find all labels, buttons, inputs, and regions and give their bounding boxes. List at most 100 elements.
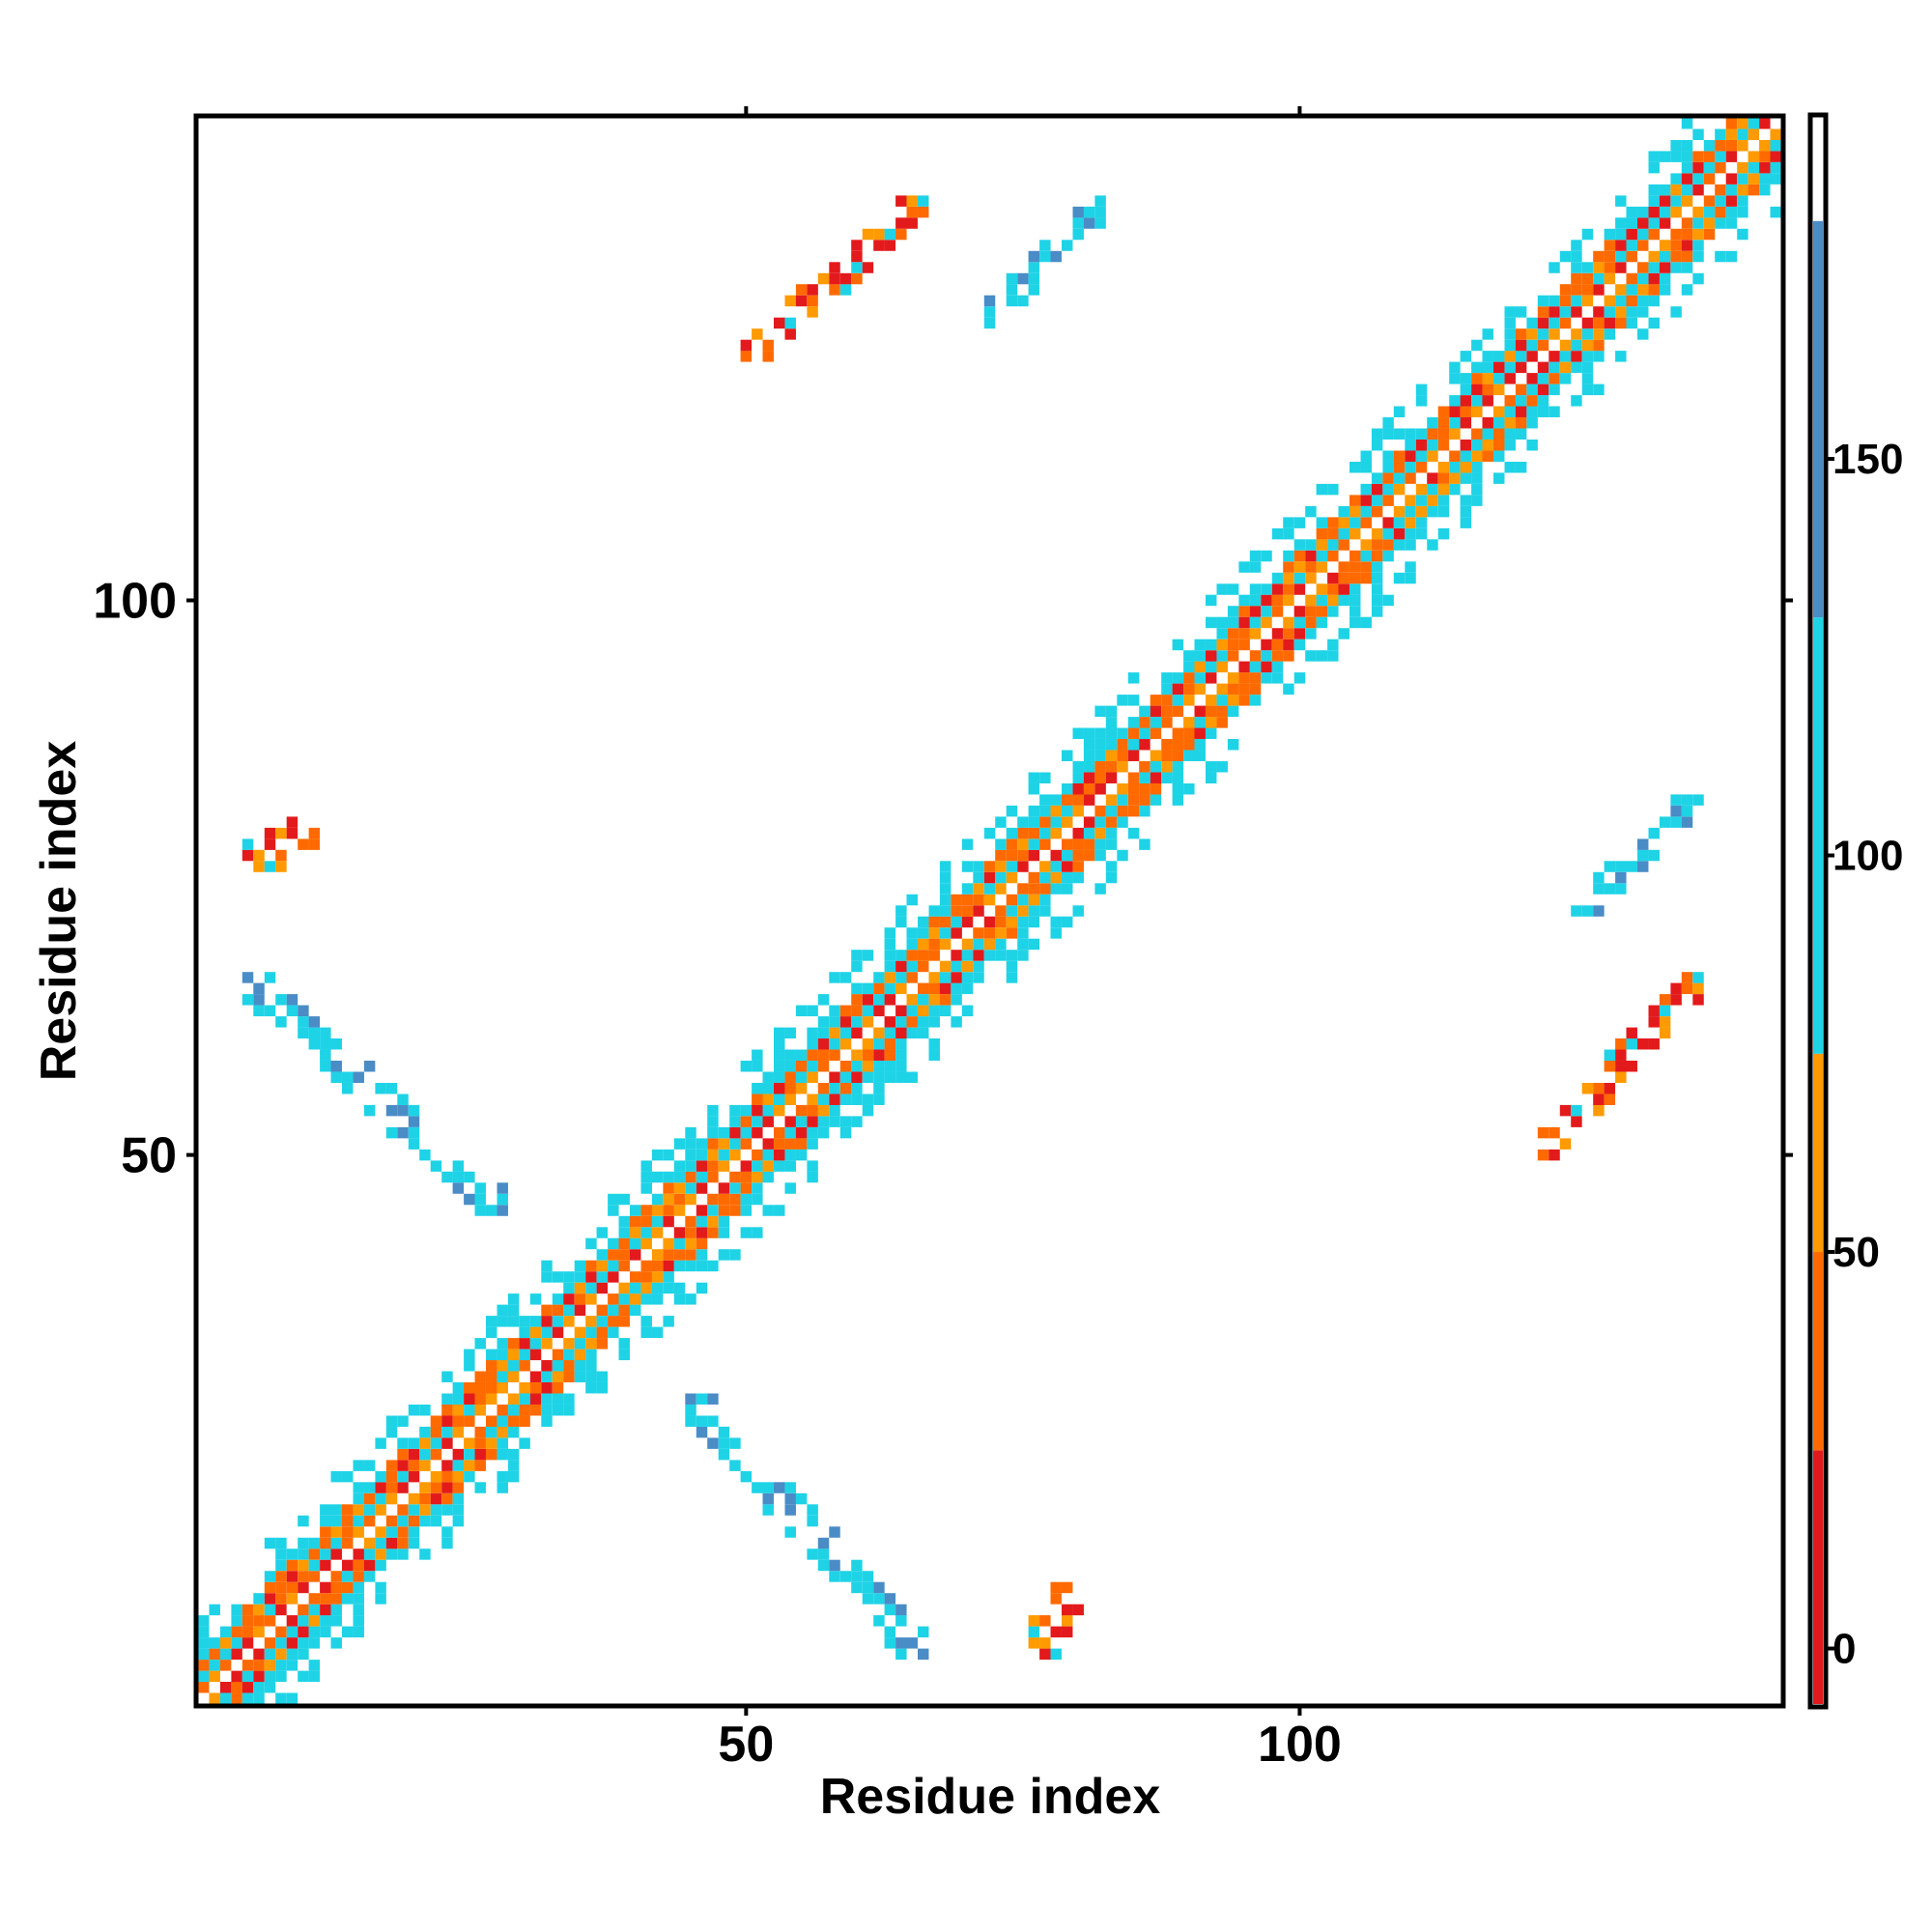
heatmap-cell: [308, 1016, 321, 1028]
heatmap-cell: [1371, 495, 1383, 506]
heatmap-cell: [1393, 450, 1406, 462]
heatmap-cell: [1327, 583, 1339, 595]
heatmap-cell: [1615, 195, 1627, 207]
heatmap-cell: [231, 1615, 242, 1627]
heatmap-cell: [1161, 750, 1173, 761]
heatmap-cell: [1571, 351, 1582, 362]
heatmap-cell: [718, 1437, 730, 1449]
heatmap-cell: [253, 1648, 265, 1661]
heatmap-cell: [1648, 250, 1660, 263]
heatmap-cell: [1062, 861, 1073, 872]
heatmap-cell: [1637, 861, 1649, 872]
heatmap-cell: [1393, 462, 1406, 473]
heatmap-cell: [1316, 539, 1328, 551]
x-tick-label: 100: [1258, 1717, 1342, 1773]
heatmap-cell: [795, 1061, 808, 1072]
heatmap-cell: [817, 1094, 830, 1105]
heatmap-cell: [1571, 395, 1582, 407]
heatmap-cell: [1692, 250, 1704, 263]
heatmap-cell: [1659, 1027, 1671, 1039]
heatmap-cell: [541, 1316, 553, 1327]
heatmap-cell: [1593, 871, 1605, 884]
heatmap-cell: [529, 1371, 542, 1382]
heatmap-cell: [807, 1038, 818, 1050]
heatmap-cell: [1537, 361, 1549, 374]
heatmap-cell: [829, 1083, 840, 1094]
heatmap-cell: [1670, 306, 1682, 318]
heatmap-cell: [1437, 440, 1450, 451]
heatmap-cell: [1249, 616, 1262, 629]
heatmap-cell: [1062, 1604, 1073, 1616]
heatmap-cell: [385, 1537, 398, 1549]
heatmap-cell: [1559, 339, 1572, 352]
heatmap-cell: [1028, 849, 1040, 862]
heatmap-cell: [1548, 262, 1560, 273]
heatmap-cell: [1504, 361, 1516, 374]
heatmap-cell: [1626, 206, 1637, 218]
heatmap-cell: [1094, 750, 1106, 761]
heatmap-cell: [408, 1116, 420, 1127]
heatmap-cell: [1405, 472, 1416, 484]
heatmap-cell: [961, 916, 974, 928]
heatmap-cell: [1681, 184, 1693, 196]
heatmap-cell: [618, 1215, 630, 1228]
heatmap-cell: [419, 1504, 431, 1516]
heatmap-cell: [1471, 406, 1483, 417]
heatmap-cell: [918, 938, 929, 951]
heatmap-cell: [1393, 517, 1406, 528]
heatmap-cell: [308, 1027, 321, 1039]
heatmap-cell: [1360, 483, 1372, 496]
heatmap-cell: [1371, 606, 1383, 617]
heatmap-cell: [1637, 306, 1649, 318]
heatmap-cell: [1062, 871, 1073, 884]
heatmap-cell: [1382, 594, 1394, 607]
heatmap-cell: [829, 1571, 840, 1582]
heatmap-cell: [541, 1415, 553, 1427]
heatmap-cell: [884, 1604, 896, 1616]
heatmap-cell: [762, 1094, 774, 1105]
heatmap-cell: [1692, 994, 1704, 1006]
heatmap-cell: [1504, 406, 1516, 417]
heatmap-cell: [408, 1515, 420, 1527]
heatmap-cell: [673, 1293, 686, 1305]
heatmap-cell: [873, 228, 885, 241]
heatmap-cell: [939, 871, 952, 884]
heatmap-cell: [1659, 1005, 1671, 1017]
heatmap-cell: [1206, 639, 1217, 651]
heatmap-cell: [585, 1349, 597, 1361]
heatmap-cell: [1039, 861, 1051, 872]
heatmap-cell: [1437, 527, 1450, 540]
heatmap-cell: [1261, 594, 1272, 607]
heatmap-cell: [552, 1271, 564, 1283]
heatmap-cell: [1571, 905, 1582, 917]
heatmap-cell: [1559, 1104, 1572, 1117]
heatmap-cell: [1338, 628, 1350, 639]
heatmap-cell: [375, 1559, 386, 1572]
heatmap-cell: [507, 1460, 520, 1471]
heatmap-cell: [552, 1293, 564, 1305]
heatmap-cell: [1615, 217, 1627, 229]
heatmap-cell: [519, 1326, 530, 1339]
heatmap-cell: [1227, 672, 1239, 684]
heatmap-cell: [198, 1648, 210, 1661]
heatmap-cell: [585, 1293, 597, 1305]
heatmap-cell: [784, 328, 796, 340]
heatmap-cell: [1559, 1138, 1572, 1150]
heatmap-cell: [1659, 250, 1671, 263]
heatmap-cell: [829, 1559, 840, 1572]
heatmap-cell: [1327, 483, 1339, 496]
heatmap-cell: [1360, 616, 1372, 629]
heatmap-cell: [729, 1182, 741, 1194]
heatmap-cell: [829, 1071, 840, 1083]
heatmap-cell: [1227, 739, 1239, 751]
heatmap-cell: [1504, 417, 1516, 429]
heatmap-cell: [1615, 1061, 1627, 1072]
heatmap-cell: [740, 1227, 753, 1238]
heatmap-cell: [1604, 228, 1616, 241]
heatmap-cell: [585, 1371, 597, 1382]
heatmap-cell: [685, 1393, 696, 1405]
heatmap-cell: [1581, 905, 1594, 917]
heatmap-cell: [541, 1260, 553, 1272]
heatmap-cell: [330, 1637, 342, 1649]
